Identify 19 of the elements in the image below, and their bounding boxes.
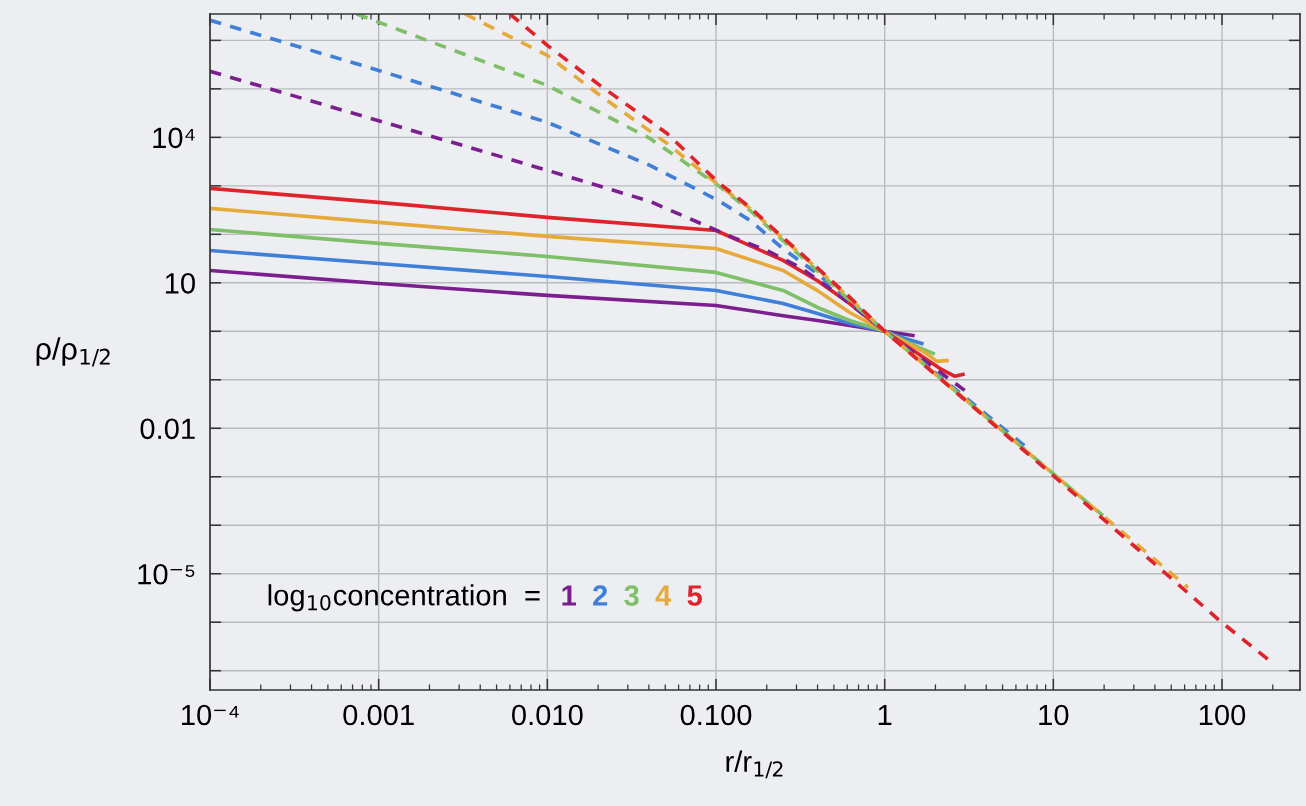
x-tick-label: 100 [1199, 704, 1246, 726]
text: 4 [655, 585, 672, 606]
x-axis-title: r/r$_{1/2}$ [726, 750, 783, 779]
text: 2 [593, 585, 608, 606]
y-tick-label: 10⁴ [153, 127, 195, 149]
text: 3 [624, 585, 639, 606]
x-tick-label: 0.010 [511, 704, 583, 726]
x-tick-label: 10 [1039, 704, 1069, 726]
x-tick-label: 0.100 [680, 704, 752, 726]
x-tick-label: 1 [878, 704, 892, 726]
legend-title: log$_{10}$concentration = [268, 584, 540, 612]
y-tick-label: 0.01 [140, 418, 195, 440]
text: 5 [687, 585, 702, 606]
x-tick-label: 0.001 [343, 704, 414, 726]
text: 1 [562, 585, 576, 606]
y-axis-title: ρ/ρ$_{1/2}$ [36, 337, 110, 367]
y-tick-label: 10⁻⁵ [138, 563, 195, 585]
y-tick-label: 10 [165, 273, 195, 294]
x-tick-label: 10⁻⁴ [182, 704, 239, 726]
